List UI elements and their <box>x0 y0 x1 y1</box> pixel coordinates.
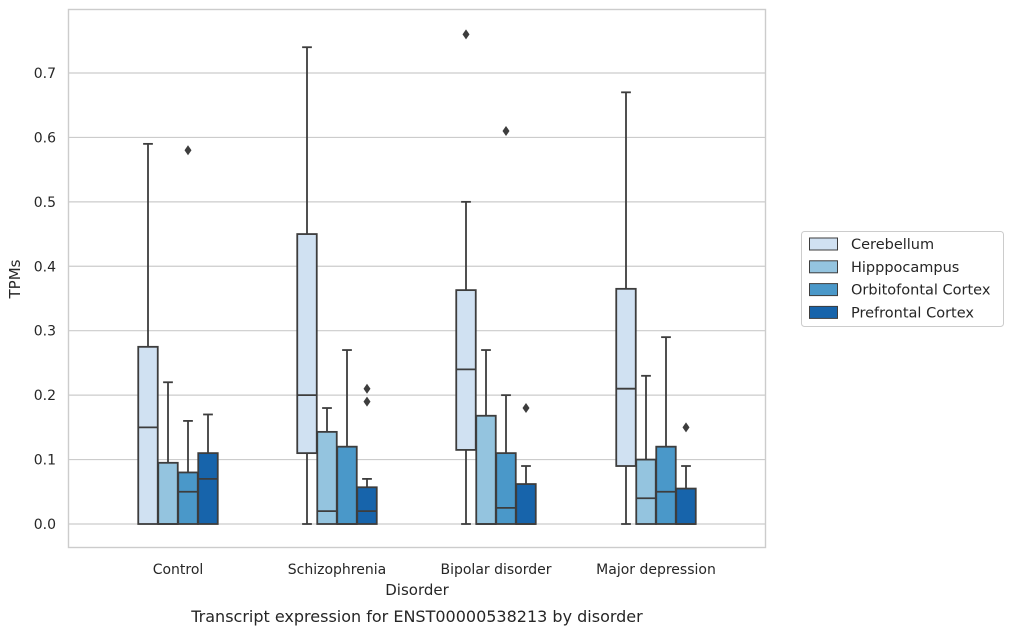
outlier-point <box>522 403 530 414</box>
grid-lines <box>68 72 766 525</box>
box-cerebellum <box>296 46 318 525</box>
legend-label: Hipppocampus <box>851 260 959 276</box>
box-body <box>296 233 318 455</box>
box-body <box>336 445 358 525</box>
boxes <box>137 29 697 525</box>
box-body <box>177 471 199 525</box>
outlier-point <box>462 29 470 40</box>
x-axis-ticks: Control Schizophrenia Bipolar disorder Majo… <box>153 562 716 578</box>
y-tick-label: 0.5 <box>34 195 56 211</box>
box-cerebellum <box>137 142 159 525</box>
x-tick-label: Schizophrenia <box>288 562 386 578</box>
box-body <box>197 452 219 525</box>
legend-label: Cerebellum <box>851 237 934 253</box>
y-tick-label: 0.3 <box>34 324 56 340</box>
legend-label: Prefrontal Cortex <box>851 305 974 321</box>
y-tick-label: 0.0 <box>34 517 56 533</box>
y-tick-label: 0.2 <box>34 388 56 404</box>
x-axis-title: Disorder <box>385 581 449 599</box>
outlier-point <box>682 422 690 433</box>
box-body <box>635 458 657 525</box>
box-prefrontal-cortex <box>356 383 378 525</box>
box-prefrontal-cortex <box>515 403 537 525</box>
box-hipppocampus <box>635 374 657 525</box>
box-orbitofontal-cortex <box>336 349 358 525</box>
legend-swatch <box>809 305 838 319</box>
legend-frame <box>801 231 1004 327</box>
box-body <box>515 483 537 525</box>
x-tick-label: Bipolar disorder <box>440 562 551 578</box>
y-axis-ticks: 0.0 0.1 0.2 0.3 0.4 0.5 0.6 0.7 <box>34 66 56 533</box>
x-tick-label: Control <box>153 562 204 578</box>
y-axis-title: TPMs <box>6 259 24 299</box>
box-cerebellum <box>455 29 477 525</box>
legend-items: Cerebellum Hipppocampus Orbitofontal Corte… <box>809 237 991 321</box>
x-tick-label: Major depression <box>596 562 716 578</box>
y-tick-label: 0.7 <box>34 66 56 82</box>
plot-area-frame <box>67 8 767 549</box>
y-tick-label: 0.4 <box>34 259 56 275</box>
box-cerebellum <box>615 91 637 525</box>
box-hipppocampus <box>316 407 338 525</box>
outlier-point <box>184 145 192 156</box>
box-orbitofontal-cortex <box>495 125 517 525</box>
box-body <box>655 445 677 525</box>
legend-swatch <box>809 283 838 297</box>
legend-swatch <box>809 260 838 274</box>
outlier-point <box>363 383 371 394</box>
figure-caption: Transcript expression for ENST0000053821… <box>190 607 643 626</box>
legend-swatch <box>809 237 838 251</box>
box-orbitofontal-cortex <box>655 336 677 525</box>
outlier-point <box>502 125 510 136</box>
box-body <box>316 430 338 525</box>
box-prefrontal-cortex <box>197 413 219 525</box>
box-prefrontal-cortex <box>675 422 697 525</box>
y-tick-label: 0.6 <box>34 130 56 146</box>
box-body <box>356 486 378 525</box>
box-body <box>495 452 517 525</box>
outlier-point <box>363 396 371 407</box>
box-body <box>137 345 159 525</box>
y-tick-label: 0.1 <box>34 453 56 469</box>
legend-label: Orbitofontal Cortex <box>851 283 991 299</box>
box-hipppocampus <box>157 381 179 525</box>
box-body <box>615 287 637 467</box>
box-body <box>675 487 697 525</box>
box-body <box>157 461 179 525</box>
box-hipppocampus <box>475 349 497 525</box>
box-body <box>475 414 497 525</box>
legend: Cerebellum Hipppocampus Orbitofontal Corte… <box>801 231 1004 327</box>
